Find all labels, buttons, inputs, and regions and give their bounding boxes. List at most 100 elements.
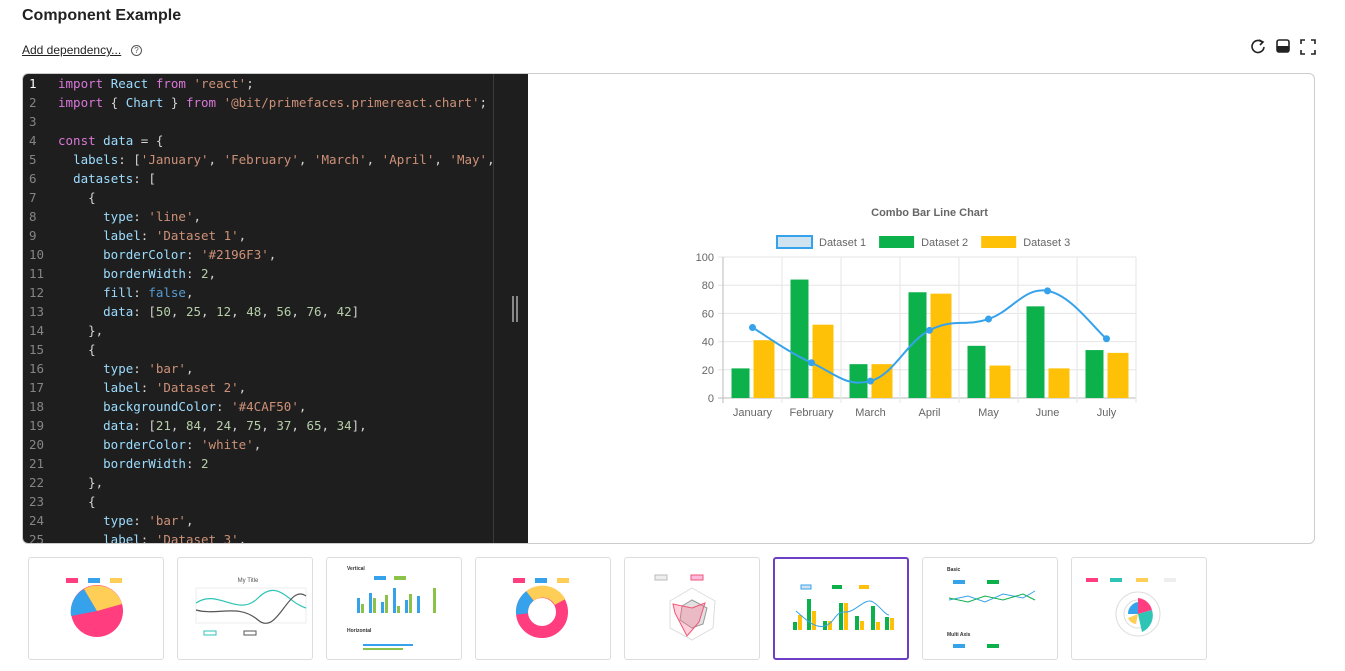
bar (1085, 350, 1104, 398)
code-token: : (140, 380, 156, 395)
code-token: : (185, 437, 202, 452)
code-token: , (185, 361, 194, 376)
code-token: , (268, 247, 277, 262)
code-line: borderWidth: 2 (58, 454, 495, 473)
code-token: { (58, 494, 96, 509)
code-token: : [ (133, 418, 156, 433)
code-token: , (185, 285, 194, 300)
code-token: : (140, 532, 156, 543)
code-token: backgroundColor (103, 399, 217, 414)
thumbnail-bar[interactable]: Vertical Horizontal (326, 557, 462, 660)
code-token: , (193, 209, 202, 224)
line-number: 16 (29, 361, 45, 376)
thumbnail-multi-axis[interactable]: Basic Multi Axis (922, 557, 1058, 660)
code-token: 25 (185, 304, 202, 319)
code-token: , (170, 418, 186, 433)
line-number: 7 (29, 190, 37, 205)
thumbnail-doughnut[interactable] (475, 557, 611, 660)
code-token: , (298, 399, 307, 414)
code-token: 'February' (223, 152, 299, 167)
code-token: 65 (306, 418, 322, 433)
help-icon[interactable]: ? (131, 45, 142, 56)
fullscreen-icon[interactable] (1300, 39, 1316, 55)
code-token: data (103, 304, 134, 319)
code-token: , (238, 532, 247, 543)
resize-handle[interactable] (512, 296, 518, 322)
line-number: 2 (29, 95, 37, 110)
code-line: { (58, 340, 495, 359)
add-dependency-link[interactable]: Add dependency... (22, 43, 122, 57)
thumb-art (513, 578, 569, 638)
code-token: labels (73, 152, 119, 167)
x-tick-label: January (733, 407, 773, 419)
code-token: label (103, 532, 141, 543)
code-token (58, 532, 103, 543)
code-token: import (58, 76, 104, 91)
thumbnail-combo[interactable] (773, 557, 909, 660)
code-token: 37 (276, 418, 292, 433)
bar (790, 279, 809, 398)
code-token: 12 (216, 304, 232, 319)
example-panel: 1 2 3 4 5 6 7 8 9 10 11 12 13 14 15 16 17 18 19 20 21 22 23 24 2… (22, 73, 1315, 544)
code-token: , (208, 152, 224, 167)
code-token: ] (351, 304, 360, 319)
code-token: }, (58, 323, 104, 338)
code-line: backgroundColor: '#4CAF50', (58, 397, 495, 416)
code-token: label (103, 228, 141, 243)
code-token: 42 (336, 304, 352, 319)
code-editor[interactable]: 1 2 3 4 5 6 7 8 9 10 11 12 13 14 15 16 17 18 19 20 21 22 23 24 2… (23, 74, 528, 543)
code-token: 48 (246, 304, 262, 319)
code-token: ; (246, 76, 254, 91)
line-number: 19 (29, 418, 45, 433)
code-line: labels: ['January', 'February', 'March',… (58, 150, 495, 169)
thumbnail-radar[interactable] (624, 557, 760, 660)
code-token: 'March' (313, 152, 367, 167)
code-token (58, 456, 103, 471)
code-token (58, 247, 103, 262)
thumbnail-pie[interactable] (28, 557, 164, 660)
code-token: 'May' (449, 152, 488, 167)
code-token: type (103, 513, 134, 528)
code-token: 50 (155, 304, 171, 319)
code-token: , (291, 304, 307, 319)
x-tick-label: February (789, 407, 834, 419)
y-tick-label: 60 (702, 308, 714, 320)
line-number: 21 (29, 456, 45, 471)
bar (989, 365, 1011, 398)
code-token: , (366, 152, 382, 167)
legend-label: Dataset 3 (1023, 237, 1070, 249)
code-token: 21 (155, 418, 171, 433)
chart: Combo Bar Line Chart 0 20 40 60 80 100 January F… (696, 207, 1137, 419)
code-token (186, 76, 194, 91)
code-token: Chart (125, 95, 164, 110)
code-token (103, 76, 111, 91)
thumbnail-polar[interactable] (1071, 557, 1207, 660)
bar (967, 345, 986, 398)
code-token: , (291, 418, 307, 433)
line-number: 23 (29, 494, 45, 509)
code-token: : [ (133, 171, 156, 186)
layout-icon[interactable] (1276, 39, 1290, 53)
code-token: 76 (306, 304, 322, 319)
code-token: import (58, 95, 104, 110)
thumbnail-line[interactable]: My Title (177, 557, 313, 660)
code-line: }, (58, 321, 495, 340)
line-number: 14 (29, 323, 45, 338)
legend-swatch (776, 235, 813, 249)
point (1044, 287, 1051, 295)
code-line: import { Chart } from '@bit/primefaces.p… (58, 93, 495, 112)
code-token: const (58, 133, 96, 148)
code-token: , (201, 418, 217, 433)
code-line: type: 'bar', (58, 511, 495, 530)
code-token: 'January' (140, 152, 209, 167)
code-token: '#2196F3' (201, 247, 269, 262)
refresh-icon[interactable] (1251, 39, 1265, 54)
thumb-art: Basic Multi Axis (947, 567, 1036, 648)
bar (1048, 368, 1070, 398)
code-token: 'April' (381, 152, 435, 167)
bar (731, 368, 750, 398)
code-token: { (58, 190, 96, 205)
line-number: 17 (29, 380, 45, 395)
line-number: 5 (29, 152, 37, 167)
line-number: 12 (29, 285, 45, 300)
